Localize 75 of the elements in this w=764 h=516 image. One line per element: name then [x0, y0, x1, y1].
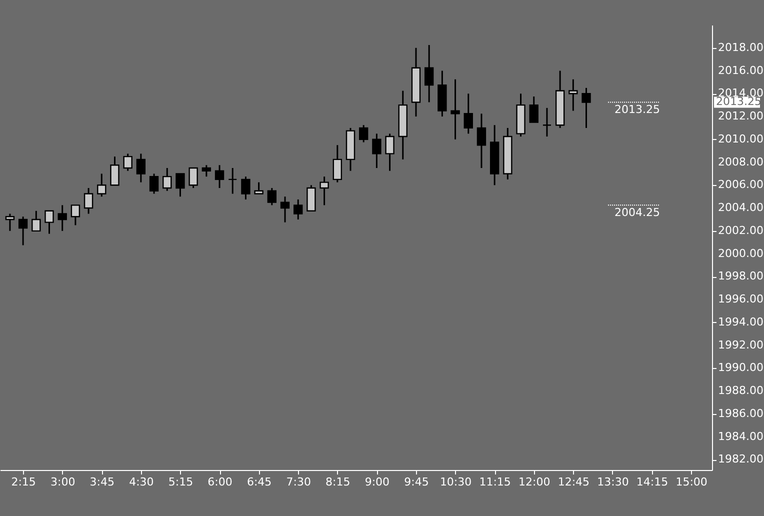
x-tick-label: 6:45 — [246, 476, 272, 488]
y-tick-label: 2012.00 — [718, 110, 764, 123]
candlestick — [149, 172, 159, 194]
candlestick — [542, 107, 552, 138]
x-tick-label: 7:30 — [286, 476, 311, 488]
candlestick — [529, 96, 538, 123]
candlestick — [476, 112, 486, 169]
y-tick-label: 2008.00 — [718, 155, 764, 168]
y-tick-label: 2000.00 — [718, 246, 764, 260]
x-tick-label: 3:00 — [50, 476, 76, 488]
candlestick — [58, 204, 67, 232]
candlestick — [176, 172, 185, 198]
candlestick — [306, 184, 316, 212]
candlestick — [214, 164, 224, 189]
x-tick-label: 14:15 — [636, 476, 668, 488]
y-tick-label: 2018.00 — [718, 40, 764, 54]
x-tick-label: 12:45 — [558, 476, 590, 488]
candlestick — [294, 198, 303, 220]
x-tick-label: 4:30 — [129, 476, 154, 488]
candlestick — [424, 44, 434, 103]
x-tick-label: 12:00 — [518, 476, 550, 488]
candlestick — [332, 144, 342, 184]
candlestick — [97, 172, 106, 198]
y-tick-label: 1990.00 — [718, 361, 764, 374]
x-tick-label: 11:15 — [479, 476, 511, 488]
candlestick — [450, 78, 460, 140]
candlestick — [241, 176, 250, 200]
candlestick — [188, 167, 198, 189]
candlestick — [32, 210, 41, 232]
y-tick-label: 2006.00 — [718, 178, 764, 192]
candlestick — [568, 78, 578, 112]
candlestick — [280, 196, 290, 224]
x-tick-label: 15:00 — [676, 476, 708, 488]
candlestick — [358, 124, 368, 144]
candlestick — [110, 156, 120, 186]
candlestick — [202, 164, 212, 178]
x-tick-label: 13:30 — [597, 476, 629, 488]
candlestick — [267, 187, 277, 206]
y-tick-label: 1992.00 — [718, 338, 764, 352]
y-tick-label: 2002.00 — [718, 224, 764, 237]
x-tick-label: 5:15 — [168, 476, 194, 488]
y-tick-label: 1986.00 — [718, 406, 764, 420]
y-tick-label: 1984.00 — [718, 430, 764, 443]
y-tick-label: 1996.00 — [718, 292, 764, 306]
x-tick-label: 10:30 — [440, 476, 472, 488]
x-tick-label: 2:15 — [11, 476, 36, 488]
ref-line-label: 2004.25 — [614, 206, 660, 220]
candlestick — [582, 87, 591, 129]
x-tick-label: 6:00 — [208, 476, 232, 488]
candlestick — [228, 167, 238, 194]
x-tick-label: 8:15 — [326, 476, 350, 488]
candlestick — [136, 152, 146, 184]
candlestick — [254, 182, 264, 194]
candlestick — [18, 216, 28, 246]
candlestick — [70, 204, 80, 226]
candlestick — [372, 132, 382, 169]
y-tick-label: 1994.00 — [718, 315, 764, 328]
candlestick — [385, 132, 394, 172]
x-tick-label: 9:00 — [364, 476, 390, 488]
y-tick-label: 2010.00 — [718, 132, 764, 146]
candlestick — [162, 167, 172, 192]
ref-line-label: 2013.25 — [614, 103, 660, 116]
x-tick-label: 9:45 — [404, 476, 429, 488]
candlestick — [44, 210, 54, 235]
candlestick — [123, 152, 132, 172]
y-tick-label: 1982.00 — [718, 452, 764, 466]
y-tick-label: 2004.00 — [718, 201, 764, 214]
x-tick-label: 3:45 — [90, 476, 114, 488]
y-tick-label: 1988.00 — [718, 384, 764, 398]
candlestick — [5, 213, 15, 232]
y-tick-label: 2016.00 — [718, 64, 764, 77]
candlestick — [320, 176, 329, 206]
y-tick-label: 1998.00 — [718, 270, 764, 283]
candlestick — [464, 92, 473, 134]
candlestick — [84, 187, 94, 215]
